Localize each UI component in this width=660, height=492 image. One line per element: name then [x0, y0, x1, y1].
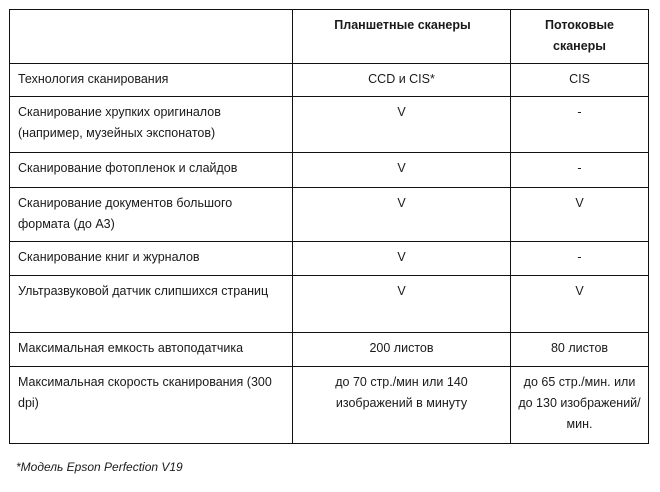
sheetfed-value: V — [510, 275, 649, 333]
flatbed-value: V — [292, 187, 511, 242]
row-label: Ультразвуковой датчик слипшихся страниц — [9, 275, 293, 333]
header-sheetfed: Потоковые сканеры — [510, 9, 649, 64]
table-row: Технология сканирования CCD и CIS* CIS — [9, 63, 649, 97]
sheetfed-value: CIS — [510, 63, 649, 97]
flatbed-value: 200 листов — [292, 332, 511, 367]
row-label: Максимальная емкость автоподатчика — [9, 332, 293, 367]
table-row: Сканирование документов большого формата… — [9, 187, 649, 242]
table-row: Сканирование фотопленок и слайдов V - — [9, 152, 649, 188]
footnote: *Модель Epson Perfection V19 — [16, 460, 183, 474]
row-label: Сканирование фотопленок и слайдов — [9, 152, 293, 188]
flatbed-value: CCD и CIS* — [292, 63, 511, 97]
row-label: Технология сканирования — [9, 63, 293, 97]
flatbed-value: до 70 стр./мин или 140 изображений в мин… — [292, 366, 511, 444]
table-row: Сканирование книг и журналов V - — [9, 241, 649, 276]
comparison-table: Планшетные сканеры Потоковые сканеры Тех… — [9, 9, 649, 444]
sheetfed-value: - — [510, 152, 649, 188]
sheetfed-value: V — [510, 187, 649, 242]
row-label: Сканирование документов большого формата… — [9, 187, 293, 242]
flatbed-value: V — [292, 241, 511, 276]
sheetfed-value: до 65 стр./мин. или до 130 изображений/м… — [510, 366, 649, 444]
header-empty — [9, 9, 293, 64]
table-row: Сканирование хрупких оригиналов (наприме… — [9, 96, 649, 153]
flatbed-value: V — [292, 96, 511, 153]
row-label: Максимальная скорость сканирования (300 … — [9, 366, 293, 444]
sheetfed-value: - — [510, 241, 649, 276]
row-label: Сканирование книг и журналов — [9, 241, 293, 276]
sheetfed-value: 80 листов — [510, 332, 649, 367]
flatbed-value: V — [292, 275, 511, 333]
flatbed-value: V — [292, 152, 511, 188]
table-row: Ультразвуковой датчик слипшихся страниц V… — [9, 275, 649, 333]
sheetfed-value: - — [510, 96, 649, 153]
row-label: Сканирование хрупких оригиналов (наприме… — [9, 96, 293, 153]
table-row: Максимальная емкость автоподатчика 200 ли… — [9, 332, 649, 367]
table-row: Максимальная скорость сканирования (300 … — [9, 366, 649, 444]
header-flatbed: Планшетные сканеры — [292, 9, 511, 64]
header-row: Планшетные сканеры Потоковые сканеры — [9, 9, 649, 64]
